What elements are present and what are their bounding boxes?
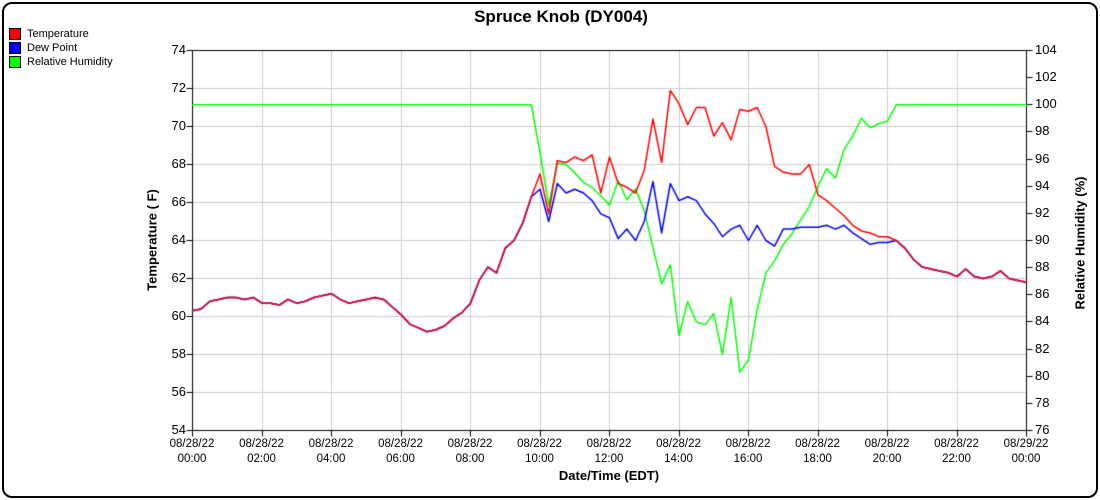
- y-right-tick-label: 76: [1035, 422, 1050, 437]
- legend: Temperature Dew Point Relative Humidity: [9, 27, 113, 69]
- y-right-tick-label: 78: [1035, 394, 1050, 410]
- x-tick-label: 08/28/22 08:00: [447, 438, 493, 465]
- x-tick-label: 08/28/22 18:00: [795, 438, 840, 465]
- y-left-tick-label: 56: [171, 384, 186, 399]
- y-left-tick-label: 58: [171, 346, 186, 361]
- legend-item-temperature: Temperature: [9, 27, 113, 40]
- x-tick-label: 08/28/22 22:00: [934, 438, 979, 465]
- x-tick-label: 08/28/22 10:00: [517, 438, 562, 465]
- legend-label: Dew Point: [27, 41, 78, 54]
- y-right-tick-label: 100: [1035, 96, 1057, 112]
- dew-point-legend-swatch-icon: [9, 41, 21, 54]
- x-tick-label: 08/28/22 00:00: [169, 438, 215, 465]
- y-axis-right-title: Relative Humidity (%): [1072, 176, 1088, 310]
- y-left-tick-label: 60: [171, 308, 186, 323]
- y-right-tick-label: 80: [1035, 367, 1050, 383]
- y-right-tick-label: 102: [1035, 69, 1057, 85]
- relative-humidity-legend-swatch-icon: [9, 55, 21, 68]
- legend-item-relative-humidity: Relative Humidity: [9, 55, 113, 68]
- y-right-tick-label: 94: [1035, 177, 1050, 193]
- x-tick-label: 08/28/22 04:00: [308, 438, 354, 465]
- temperature-legend-swatch-icon: [9, 27, 21, 40]
- y-left-tick-label: 72: [171, 80, 186, 95]
- x-tick-label: 08/28/22 02:00: [239, 438, 284, 465]
- y-left-tick-label: 74: [171, 42, 186, 57]
- y-left-tick-label: 70: [171, 118, 186, 133]
- y-right-tick-label: 88: [1035, 259, 1050, 275]
- y-right-tick-label: 90: [1035, 232, 1050, 247]
- chart-title: Spruce Knob (DY004): [474, 7, 648, 26]
- x-tick-label: 08/28/22 20:00: [864, 438, 910, 465]
- y-left-tick-label: 54: [171, 422, 186, 437]
- y-right-tick-label: 82: [1035, 340, 1050, 356]
- x-tick-label: 08/29/22 00:00: [1003, 438, 1049, 465]
- legend-label: Temperature: [27, 27, 89, 40]
- y-right-tick-label: 92: [1035, 204, 1050, 220]
- x-axis-title: Date/Time (EDT): [558, 468, 660, 483]
- y-left-tick-label: 64: [171, 232, 186, 247]
- y-right-tick-label: 104: [1035, 42, 1057, 57]
- legend-label: Relative Humidity: [27, 55, 113, 68]
- y-right-tick-label: 96: [1035, 150, 1050, 166]
- x-tick-label: 08/28/22 16:00: [725, 438, 771, 465]
- x-tick-label: 08/28/22 12:00: [586, 438, 632, 465]
- y-left-tick-label: 62: [171, 270, 186, 285]
- y-right-tick-label: 86: [1035, 286, 1050, 302]
- y-left-tick-label: 68: [171, 156, 186, 171]
- x-tick-label: 08/28/22 06:00: [378, 438, 423, 465]
- x-tick-label: 08/28/22 14:00: [656, 438, 701, 465]
- y-right-tick-label: 84: [1035, 313, 1050, 329]
- legend-item-dew-point: Dew Point: [9, 41, 113, 54]
- y-left-tick-label: 66: [171, 194, 186, 209]
- y-right-tick-label: 98: [1035, 123, 1050, 139]
